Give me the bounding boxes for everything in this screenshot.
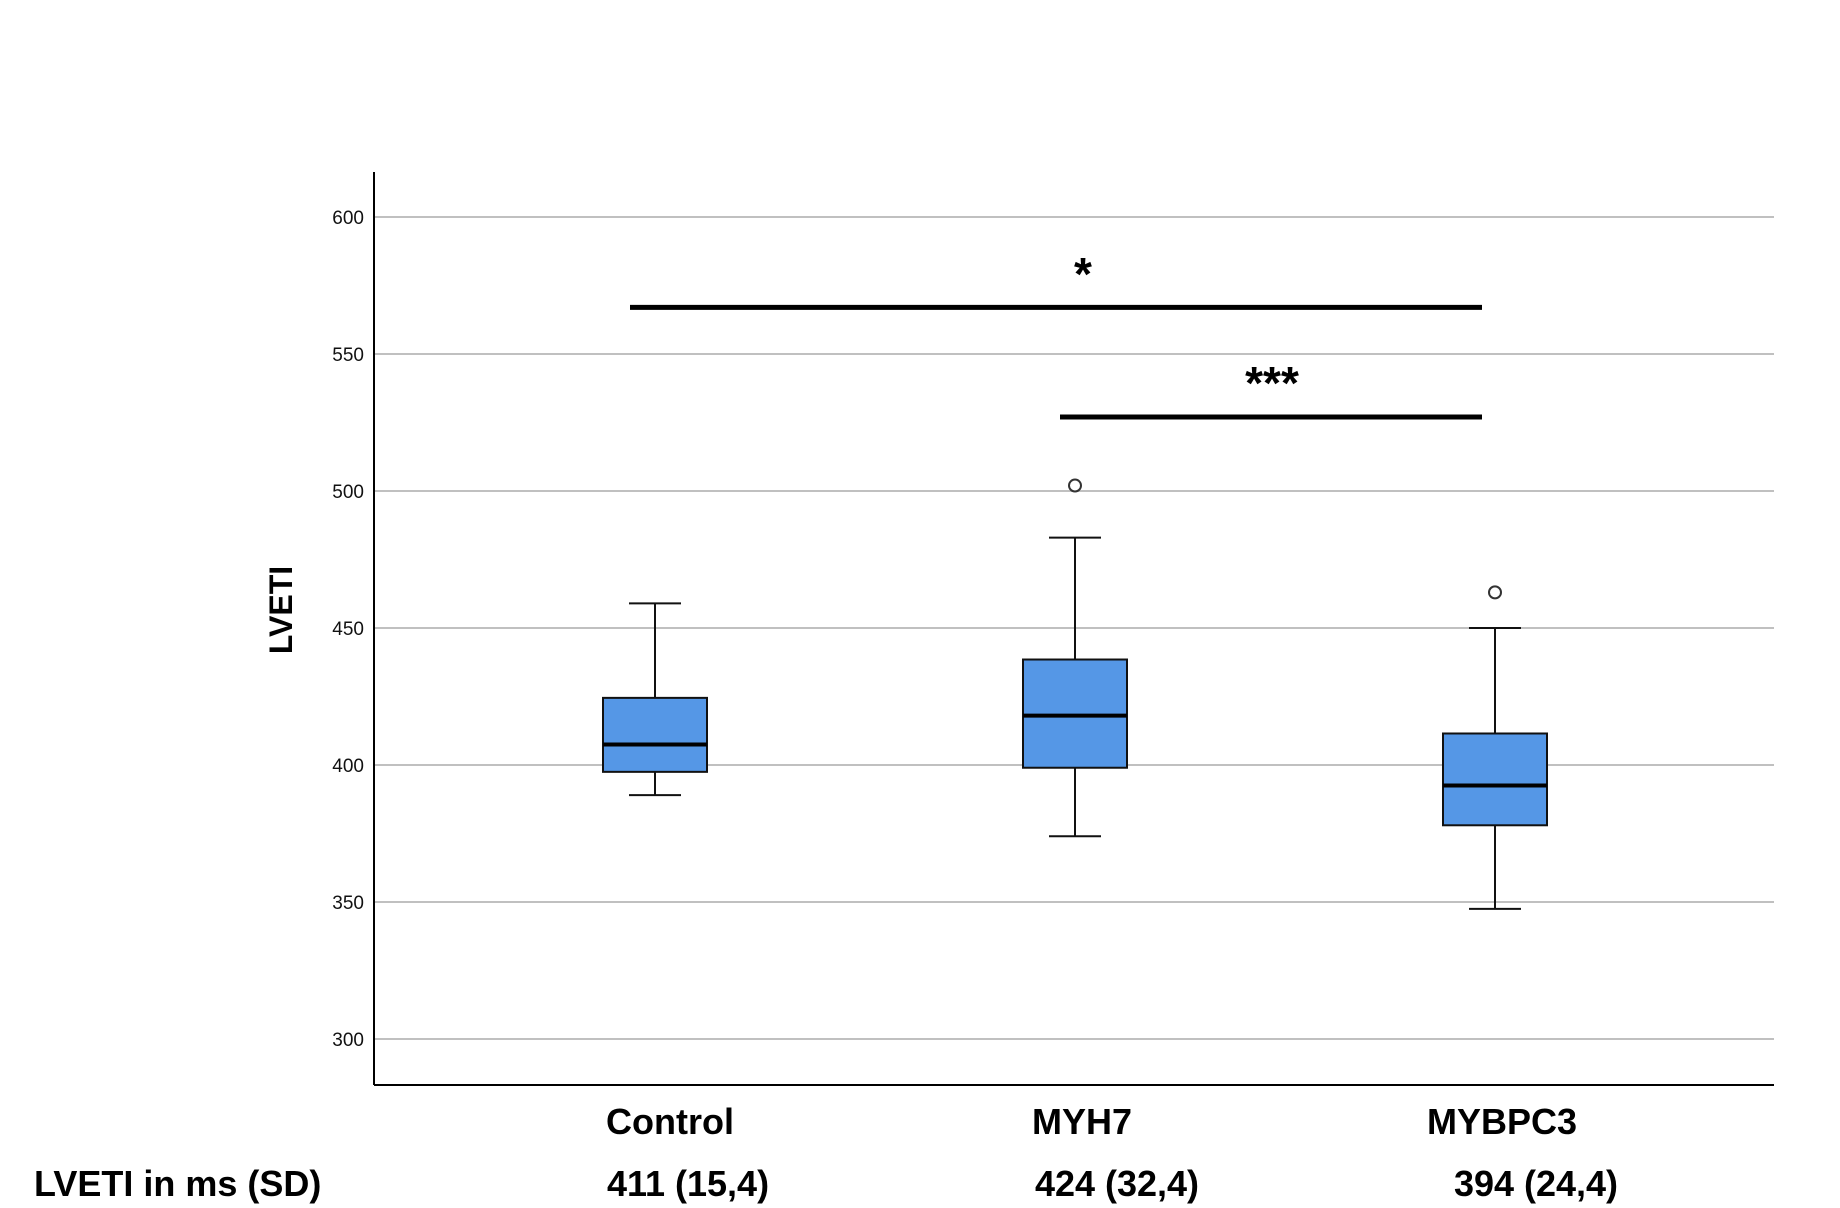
box-mybpc3 — [1442, 585, 1548, 910]
iqr-box — [1022, 658, 1128, 769]
summary-label: LVETI in ms (SD) — [34, 1163, 321, 1204]
significance-label-1: * — [1074, 248, 1092, 300]
category-label-control: Control — [606, 1101, 734, 1142]
summary-value-myh7: 424 (32,4) — [1035, 1163, 1199, 1204]
summary-value-control: 411 (15,4) — [607, 1163, 769, 1204]
iqr-box — [602, 696, 708, 773]
category-labels: Control MYH7 MYBPC3 — [606, 1101, 1577, 1142]
y-tick-label-500: 500 — [332, 482, 364, 503]
category-label-myh7: MYH7 — [1032, 1101, 1132, 1142]
summary-value-mybpc3: 394 (24,4) — [1454, 1163, 1618, 1204]
outlier-point-0 — [1488, 585, 1502, 600]
y-tick-label-400: 400 — [332, 756, 364, 777]
axes — [373, 172, 1774, 1086]
box-control — [602, 602, 708, 797]
y-axis-label: LVETI — [263, 566, 299, 654]
boxplots — [602, 478, 1548, 910]
y-tick-label-350: 350 — [332, 893, 364, 914]
y-tick-label-300: 300 — [332, 1030, 364, 1051]
box-myh7 — [1022, 478, 1128, 838]
y-tick-labels: 300 350 400 450 500 550 600 — [332, 208, 364, 1051]
significance-label-2: *** — [1245, 357, 1299, 409]
y-tick-label-600: 600 — [332, 208, 364, 229]
y-tick-label-450: 450 — [332, 619, 364, 640]
significance-brackets: **** — [630, 248, 1482, 420]
outlier-point-0 — [1068, 478, 1082, 493]
y-tick-label-550: 550 — [332, 345, 364, 366]
summary-row: LVETI in ms (SD) 411 (15,4) 424 (32,4) 394… — [34, 1163, 1618, 1204]
iqr-box — [1442, 732, 1548, 827]
category-label-mybpc3: MYBPC3 — [1427, 1101, 1577, 1142]
